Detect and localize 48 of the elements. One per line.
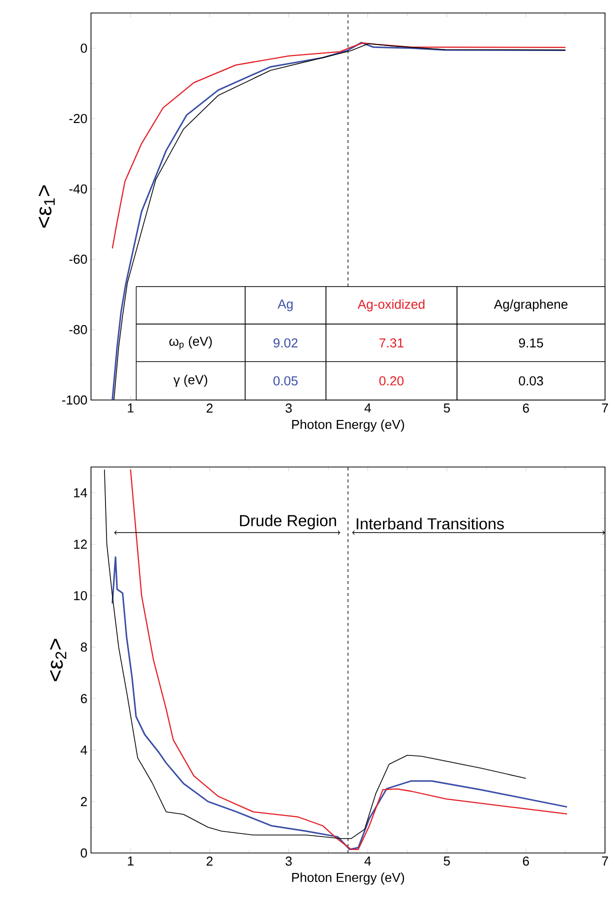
annotation: 0.05 — [273, 376, 298, 386]
x-tick-label: 5 — [444, 856, 450, 866]
y-tick-label: 10 — [74, 591, 87, 600]
x-tick-label: 6 — [522, 856, 529, 866]
y-axis-title: <ε$_{2}$> — [50, 638, 66, 682]
line-series — [130, 469, 568, 850]
annotation: Interband Transitions — [356, 518, 504, 530]
y-tick-label: 0 — [80, 848, 87, 858]
y-tick-label: 8 — [80, 642, 87, 652]
x-tick-label: 6 — [522, 404, 529, 413]
y-axis-title: <ε$_{1}$> — [38, 185, 55, 228]
x-tick-label: 2 — [206, 404, 213, 413]
annotation: ω$_{p}$ (eV) — [169, 336, 212, 350]
text: Ag-oxidized — [358, 299, 424, 312]
x-tick-label: 4 — [364, 404, 371, 412]
y-tick-label: -80 — [69, 325, 87, 334]
y-tick-label: 4 — [80, 746, 88, 755]
x-tick-label: 3 — [286, 856, 292, 866]
y-tick-label: 12 — [74, 540, 87, 549]
line-series — [112, 42, 566, 249]
annotation: 7.31 — [380, 338, 404, 348]
x-tick-label: 7 — [602, 404, 608, 412]
annotation: Drude Region — [240, 514, 336, 530]
text: Ag/graphene — [494, 299, 568, 312]
x-tick-label: 4 — [364, 856, 371, 866]
annotation: 0.20 — [379, 376, 404, 386]
x-tick-label: 1 — [128, 856, 134, 866]
y-tick-label: 2 — [80, 797, 87, 806]
y-tick-label: 0 — [80, 44, 87, 53]
y-tick-label: -20 — [69, 114, 87, 124]
annotation: γ (eV) — [173, 374, 208, 387]
y-tick-label: 6 — [80, 694, 87, 704]
line-series — [112, 556, 568, 850]
y-tick-label: -60 — [69, 254, 87, 264]
y-tick-label: -100 — [62, 395, 87, 405]
x-tick-label: 7 — [602, 856, 608, 866]
x-axis-title: Photon Energy (eV) — [292, 872, 404, 885]
annotation: 9.15 — [518, 338, 544, 348]
annotation: 9.02 — [274, 338, 298, 348]
text: Ag — [278, 300, 293, 312]
annotation: 0.03 — [518, 376, 544, 386]
x-tick-label: 3 — [286, 404, 292, 413]
x-tick-label: 1 — [128, 404, 134, 412]
x-tick-label: 5 — [444, 404, 450, 413]
y-tick-label: 14 — [74, 488, 88, 498]
x-tick-label: 2 — [206, 856, 213, 866]
y-tick-label: -40 — [69, 184, 87, 194]
x-axis-title: Photon Energy (eV) — [292, 420, 404, 432]
